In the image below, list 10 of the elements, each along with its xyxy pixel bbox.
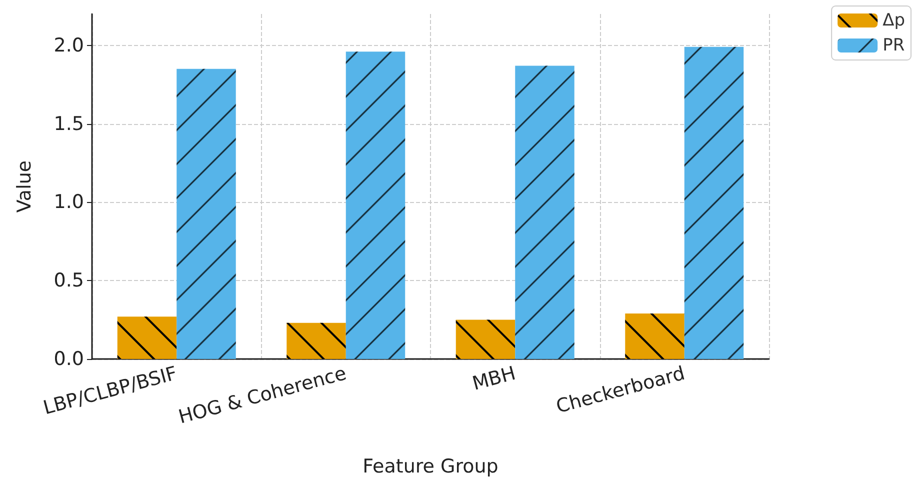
x-tick-label: MBH bbox=[470, 362, 518, 395]
y-tick-label: 2.0 bbox=[54, 34, 84, 56]
y-tick-label: 0.5 bbox=[54, 270, 84, 292]
y-axis-title: Value bbox=[14, 160, 36, 213]
legend-label: Δp bbox=[882, 10, 905, 30]
y-tick-label: 1.0 bbox=[54, 191, 84, 214]
x-axis-title: Feature Group bbox=[362, 456, 498, 478]
y-tick-label: 0.0 bbox=[54, 348, 84, 370]
legend-label: PR bbox=[882, 36, 905, 56]
y-tick-label: 1.5 bbox=[54, 112, 84, 135]
